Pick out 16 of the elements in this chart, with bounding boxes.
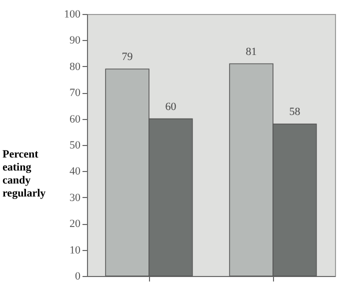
y-tick-label: 30	[70, 192, 81, 204]
data-label: 58	[289, 106, 301, 118]
y-tick-label: 20	[70, 218, 81, 230]
y-tick-label: 40	[70, 166, 81, 178]
y-tick-label: 100	[64, 8, 81, 20]
y-axis-title: Percent eating candy regularly	[2, 148, 46, 200]
y-tick-label: 10	[70, 244, 81, 256]
y-tick-label: 50	[70, 140, 81, 152]
y-tick-label: 90	[70, 34, 81, 47]
y-tick-label: 80	[70, 60, 81, 73]
data-label: 81	[246, 46, 257, 58]
y-tick-label: 70	[70, 87, 81, 100]
y-tick-label: 0	[75, 270, 81, 282]
data-label: 60	[165, 100, 177, 113]
y-tick-label: 60	[70, 113, 81, 126]
data-label: 79	[122, 51, 134, 64]
